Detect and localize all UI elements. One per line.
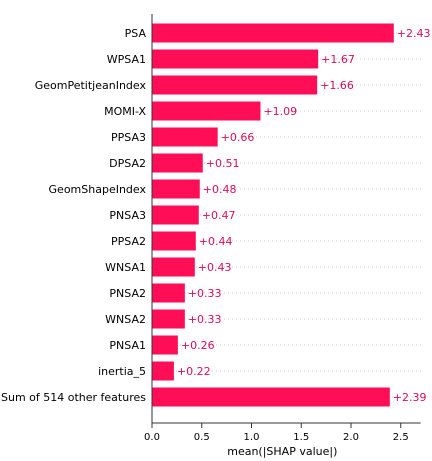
bar xyxy=(152,309,185,329)
category-label: WPSA1 xyxy=(107,53,146,66)
bar xyxy=(152,361,174,381)
value-label: +0.26 xyxy=(181,339,215,352)
bar xyxy=(152,283,185,303)
x-tick-label: 0.0 xyxy=(144,432,160,443)
category-label: PNSA3 xyxy=(109,209,146,222)
value-label: +0.22 xyxy=(177,365,211,378)
category-label: PPSA2 xyxy=(111,235,146,248)
bar xyxy=(152,101,261,121)
category-label: PSA xyxy=(125,27,147,40)
category-label: WNSA1 xyxy=(105,261,146,274)
x-axis-title: mean(|SHAP value|) xyxy=(227,445,337,458)
bar xyxy=(152,205,199,225)
category-label: PNSA1 xyxy=(109,339,146,352)
x-tick-label: 1.5 xyxy=(293,432,309,443)
bar xyxy=(152,75,318,95)
value-labels: +2.43 +1.67 +1.66 +1.09 +0.66 +0.51 +0.48 +0.47… xyxy=(177,27,431,404)
x-tick-label: 1.0 xyxy=(244,432,260,443)
x-axis: 0.0 0.5 1.0 1.5 2.0 2.5 xyxy=(144,14,421,443)
bars xyxy=(152,23,394,407)
bar xyxy=(152,127,218,147)
bar xyxy=(152,387,390,407)
value-label: +0.44 xyxy=(199,235,233,248)
value-label: +0.47 xyxy=(202,209,236,222)
category-label: PNSA2 xyxy=(109,287,146,300)
category-label: PPSA3 xyxy=(111,131,146,144)
bar xyxy=(152,153,203,173)
value-label: +0.43 xyxy=(198,261,232,274)
value-label: +0.33 xyxy=(188,313,222,326)
category-label: GeomShapeIndex xyxy=(49,183,147,196)
x-tick-label: 2.0 xyxy=(343,432,359,443)
value-label: +2.43 xyxy=(397,27,431,40)
category-label: Sum of 514 other features xyxy=(1,391,146,404)
value-label: +1.66 xyxy=(320,79,354,92)
value-label: +0.66 xyxy=(221,131,255,144)
value-label: +1.09 xyxy=(263,105,297,118)
x-tick-label: 0.5 xyxy=(194,432,210,443)
bar xyxy=(152,335,178,355)
bar xyxy=(152,23,394,43)
category-label: GeomPetitjeanIndex xyxy=(35,79,147,92)
category-label: DPSA2 xyxy=(109,157,146,170)
x-tick-label: 2.5 xyxy=(393,432,409,443)
bar xyxy=(152,179,200,199)
value-label: +0.51 xyxy=(206,157,240,170)
value-label: +0.48 xyxy=(203,183,237,196)
value-label: +0.33 xyxy=(188,287,222,300)
category-labels: PSA WPSA1 GeomPetitjeanIndex MOMI-X PPSA3 DPS… xyxy=(1,27,147,404)
category-label: WNSA2 xyxy=(105,313,146,326)
bar xyxy=(152,49,319,69)
bar xyxy=(152,231,196,251)
value-label: +2.39 xyxy=(393,391,427,404)
category-label: MOMI-X xyxy=(104,105,146,118)
bar xyxy=(152,257,195,277)
value-label: +1.67 xyxy=(321,53,355,66)
category-label: inertia_5 xyxy=(98,365,146,378)
